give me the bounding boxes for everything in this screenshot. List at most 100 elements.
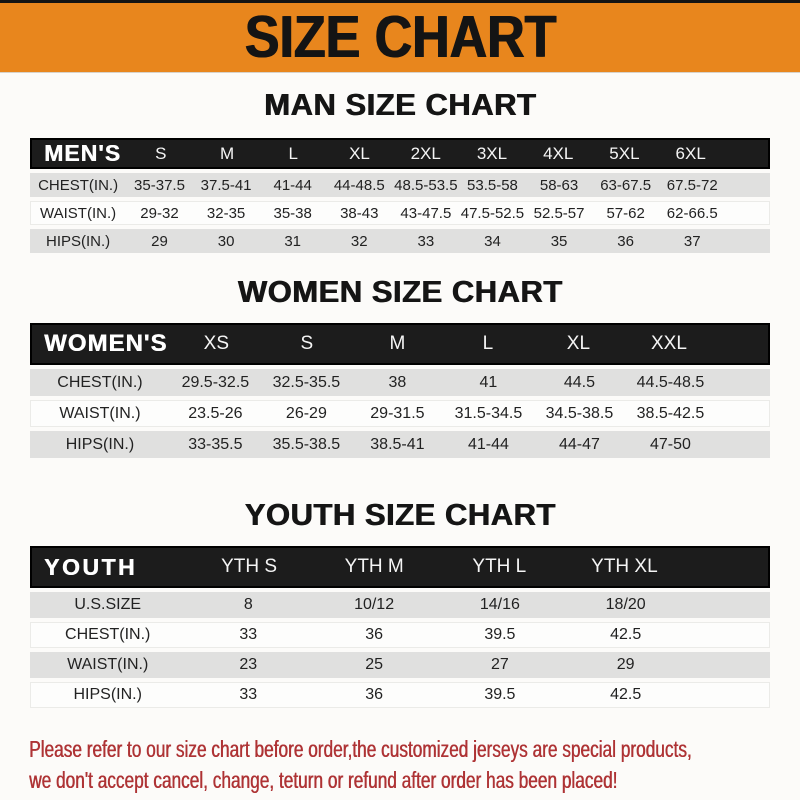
- section-men: MAN SIZE CHART MEN'S S M L XL 2XL 3XL 4XL 5XL 6XL…: [0, 88, 800, 253]
- youth-table-row: CHEST(IN.) 33 36 39.5 42.5: [30, 622, 770, 648]
- size-cell: 38-43: [340, 204, 379, 222]
- column-header: YTH M: [344, 556, 404, 577]
- youth-header-label: YOUTH: [44, 553, 137, 580]
- footer-note-line2: we don't accept cancel, change, teturn o…: [29, 767, 618, 793]
- size-cell: 52.5-57: [533, 204, 585, 222]
- men-table-row: WAIST(IN.) 29-32 32-35 35-38 38-43 43-47.5 47.…: [30, 201, 770, 225]
- section-women: WOMEN SIZE CHART WOMEN'S XS S M L XL XXL CHEST(…: [0, 275, 800, 458]
- size-cell: 44.5: [563, 373, 595, 391]
- row-label: WAIST(IN.): [67, 656, 149, 673]
- size-cell: 23.5-26: [188, 404, 243, 422]
- column-header: M: [389, 333, 406, 354]
- column-header: XL: [566, 333, 591, 354]
- size-cell: 57-62: [606, 204, 645, 222]
- size-cell: 36: [365, 686, 383, 703]
- men-header-label: MEN'S: [44, 140, 121, 166]
- row-label: WAIST(IN.): [40, 204, 117, 222]
- size-cell: 34.5-38.5: [545, 404, 614, 422]
- size-cell: 35-37.5: [134, 176, 185, 194]
- row-label: CHEST(IN.): [65, 626, 151, 643]
- row-label: HIPS(IN.): [65, 435, 135, 453]
- size-cell: 33: [239, 686, 258, 703]
- size-cell: 27: [490, 656, 509, 673]
- row-label: WAIST(IN.): [59, 404, 141, 422]
- size-cell: 33: [239, 626, 258, 643]
- youth-table-row: HIPS(IN.) 33 36 39.5 42.5: [30, 682, 770, 708]
- size-cell: 47-50: [649, 435, 691, 453]
- size-cell: 33: [417, 232, 435, 250]
- size-cell: 44-48.5: [333, 176, 385, 194]
- women-table-row: HIPS(IN.) 33-35.5 35.5-38.5 38.5-41 41-44 44-…: [30, 431, 770, 458]
- size-cell: 25: [365, 656, 383, 673]
- column-header: YTH L: [472, 556, 527, 577]
- column-header: XS: [203, 333, 230, 354]
- row-label: HIPS(IN.): [46, 232, 111, 250]
- section-youth: YOUTH SIZE CHART YOUTH YTH S YTH M YTH L YTH…: [0, 498, 800, 708]
- column-header: M: [219, 143, 235, 163]
- size-cell: 10/12: [354, 596, 395, 613]
- column-header: YTH XL: [591, 556, 658, 577]
- size-cell: 29.5-32.5: [181, 373, 250, 391]
- youth-section-title: YOUTH SIZE CHART: [244, 497, 556, 532]
- column-header: YTH S: [221, 556, 278, 577]
- size-cell: 62-66.5: [666, 204, 718, 222]
- column-header: 5XL: [609, 143, 640, 163]
- size-cell: 32.5-35.5: [272, 373, 341, 391]
- men-size-table: MEN'S S M L XL 2XL 3XL 4XL 5XL 6XL CHEST(IN.) 35-37…: [30, 138, 770, 253]
- size-cell: 44-47: [558, 435, 600, 453]
- size-cell: 42.5: [610, 626, 642, 643]
- row-label: HIPS(IN.): [73, 686, 142, 703]
- size-cell: 36: [617, 232, 634, 250]
- size-cell: 39.5: [484, 686, 516, 703]
- size-chart-content: MAN SIZE CHART MEN'S S M L XL 2XL 3XL 4XL 5XL 6XL…: [0, 88, 800, 796]
- size-cell: 8: [243, 596, 253, 613]
- size-cell: 26-29: [285, 404, 327, 422]
- column-header: L: [482, 333, 494, 354]
- column-header: XL: [349, 143, 370, 163]
- youth-table-header-row: YOUTH YTH S YTH M YTH L YTH XL: [30, 546, 770, 588]
- youth-table-row: U.S.SIZE 8 10/12 14/16 18/20: [30, 592, 770, 618]
- women-table-header-row: WOMEN'S XS S M L XL XXL: [30, 323, 770, 365]
- size-cell: 39.5: [484, 626, 516, 643]
- women-section-title: WOMEN SIZE CHART: [237, 274, 563, 309]
- size-cell: 53.5-58: [467, 176, 518, 194]
- size-cell: 67.5-72: [666, 176, 718, 194]
- size-cell: 30: [217, 232, 235, 250]
- women-header-label: WOMEN'S: [44, 330, 168, 357]
- size-cell: 14/16: [479, 596, 520, 613]
- size-cell: 47.5-52.5: [460, 204, 525, 222]
- size-cell: 38.5-41: [370, 435, 425, 453]
- youth-table-row: WAIST(IN.) 23 25 27 29: [30, 652, 770, 678]
- size-cell: 41-44: [467, 435, 509, 453]
- size-cell: 35: [550, 232, 568, 250]
- size-cell: 44.5-48.5: [636, 373, 705, 391]
- size-cell: 41-44: [273, 176, 312, 194]
- footer-note-line1: Please refer to our size chart before or…: [29, 736, 692, 762]
- size-cell: 31.5-34.5: [454, 404, 523, 422]
- row-label: U.S.SIZE: [74, 596, 142, 613]
- column-header: 4XL: [543, 143, 574, 163]
- size-cell: 32: [350, 232, 368, 250]
- size-cell: 48.5-53.5: [394, 176, 458, 194]
- column-header: 6XL: [675, 143, 706, 163]
- size-cell: 41: [479, 373, 498, 391]
- size-cell: 29: [151, 232, 168, 250]
- size-chart-banner: SIZE CHART: [0, 0, 800, 73]
- size-cell: 42.5: [610, 686, 642, 703]
- men-section-title: MAN SIZE CHART: [263, 87, 537, 122]
- youth-size-table: YOUTH YTH S YTH M YTH L YTH XL U.S.SIZE 8 10/12…: [30, 546, 770, 708]
- size-cell: 38: [388, 373, 407, 391]
- size-cell: 32-35: [206, 204, 246, 222]
- row-label: CHEST(IN.): [57, 373, 143, 391]
- size-cell: 18/20: [605, 596, 646, 613]
- size-cell: 29-31.5: [370, 404, 425, 422]
- women-table-row: CHEST(IN.) 29.5-32.5 32.5-35.5 38 41 44.5 44.5…: [30, 369, 770, 396]
- size-cell: 29: [616, 656, 635, 673]
- column-header: L: [288, 143, 298, 163]
- column-header: S: [300, 333, 314, 354]
- column-header: XXL: [650, 333, 687, 354]
- column-header: 3XL: [476, 143, 508, 163]
- size-cell: 31: [284, 232, 302, 250]
- row-label: CHEST(IN.): [38, 176, 119, 194]
